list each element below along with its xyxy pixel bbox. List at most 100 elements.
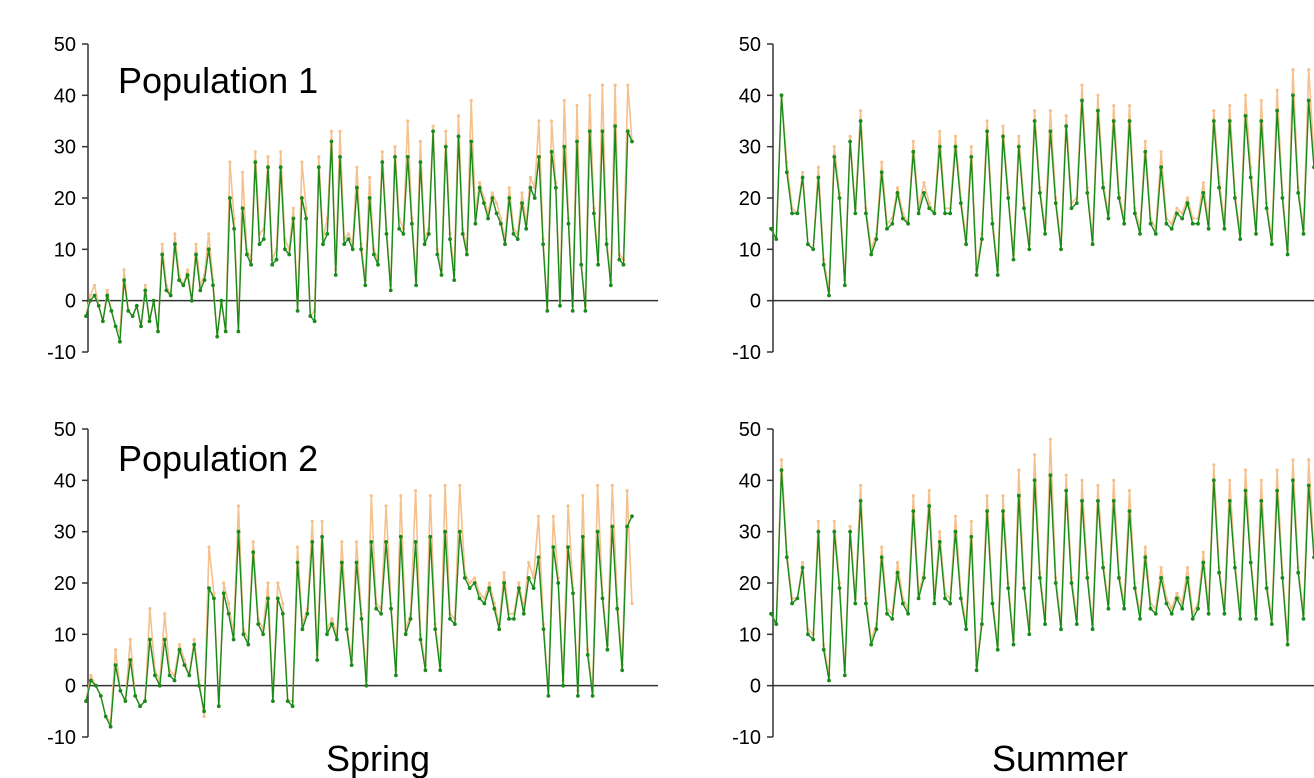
data-point <box>795 211 800 216</box>
data-point <box>84 314 88 318</box>
data-point <box>1017 134 1021 138</box>
data-point <box>1032 478 1037 483</box>
data-point <box>801 560 805 565</box>
data-point <box>1296 570 1301 575</box>
y-tick-label: 30 <box>739 522 761 544</box>
panel-annotation: Population 2 <box>118 438 318 479</box>
data-point <box>1259 119 1264 123</box>
data-point <box>911 494 915 498</box>
data-point <box>1212 463 1216 467</box>
data-point <box>320 519 324 524</box>
data-point <box>492 606 497 611</box>
data-point <box>1275 468 1279 472</box>
data-point <box>1228 478 1232 482</box>
data-point <box>418 139 422 144</box>
data-point <box>620 668 625 673</box>
data-point <box>192 637 196 642</box>
data-point <box>502 571 506 575</box>
data-point <box>222 581 226 585</box>
data-point <box>185 273 190 277</box>
data-point <box>354 540 359 544</box>
data-point <box>953 144 958 149</box>
data-point <box>558 303 562 308</box>
data-point <box>1069 206 1074 211</box>
data-point <box>626 83 630 87</box>
data-point <box>428 534 433 539</box>
y-tick-label: 10 <box>54 239 76 261</box>
data-point <box>156 329 160 334</box>
data-point <box>869 252 874 257</box>
data-point <box>1259 478 1263 482</box>
data-point <box>384 540 388 544</box>
data-point <box>571 591 575 596</box>
data-point <box>561 683 565 688</box>
data-point <box>507 196 512 200</box>
data-point <box>194 242 198 246</box>
data-point <box>202 709 207 714</box>
data-point <box>566 545 570 549</box>
data-point <box>256 622 261 626</box>
data-point <box>900 216 905 221</box>
data-point <box>859 109 863 113</box>
data-point <box>438 668 443 673</box>
data-point <box>774 622 779 626</box>
data-point <box>236 329 241 334</box>
data-point <box>549 149 554 154</box>
data-point <box>900 601 905 606</box>
data-point <box>231 637 236 642</box>
data-point <box>938 530 942 534</box>
data-point <box>1043 232 1047 236</box>
data-point <box>257 242 262 247</box>
data-point <box>600 596 605 601</box>
data-point <box>528 175 533 180</box>
data-point <box>202 714 206 719</box>
data-point <box>418 637 423 642</box>
data-point <box>537 119 541 123</box>
data-point <box>271 699 275 703</box>
data-point <box>832 145 836 149</box>
data-point <box>443 483 447 488</box>
data-point <box>241 632 246 637</box>
data-point <box>536 514 541 518</box>
data-point <box>443 529 447 534</box>
data-point <box>1280 196 1285 200</box>
data-point <box>1164 221 1169 226</box>
data-point <box>281 601 285 606</box>
data-point <box>1048 109 1052 113</box>
data-point <box>980 622 984 626</box>
data-point <box>246 642 251 647</box>
data-point <box>779 458 784 462</box>
data-point <box>816 175 821 180</box>
data-point <box>266 165 270 170</box>
data-point <box>1106 606 1111 611</box>
data-point <box>1006 196 1011 200</box>
data-point <box>1138 617 1142 621</box>
data-point <box>551 545 556 549</box>
data-point <box>153 673 157 678</box>
data-point <box>279 150 283 154</box>
data-point <box>927 504 932 508</box>
data-point <box>848 134 852 138</box>
data-point <box>969 534 974 539</box>
data-point <box>541 627 546 632</box>
data-point <box>253 150 257 154</box>
data-point <box>300 160 304 164</box>
data-point <box>1101 185 1105 190</box>
data-point <box>1096 93 1100 97</box>
data-point <box>575 104 579 108</box>
data-point <box>1227 499 1232 503</box>
data-point <box>895 191 900 195</box>
data-point <box>1212 109 1216 113</box>
data-point <box>943 211 947 216</box>
data-point <box>1254 232 1258 236</box>
data-point <box>1190 617 1195 621</box>
data-point <box>134 303 139 308</box>
data-point <box>1032 119 1037 123</box>
data-point <box>88 298 93 303</box>
data-point <box>842 673 847 678</box>
data-point <box>848 139 852 144</box>
data-point <box>216 704 221 709</box>
data-point <box>325 632 329 637</box>
y-tick-label: 50 <box>54 34 76 56</box>
data-point <box>346 232 350 236</box>
